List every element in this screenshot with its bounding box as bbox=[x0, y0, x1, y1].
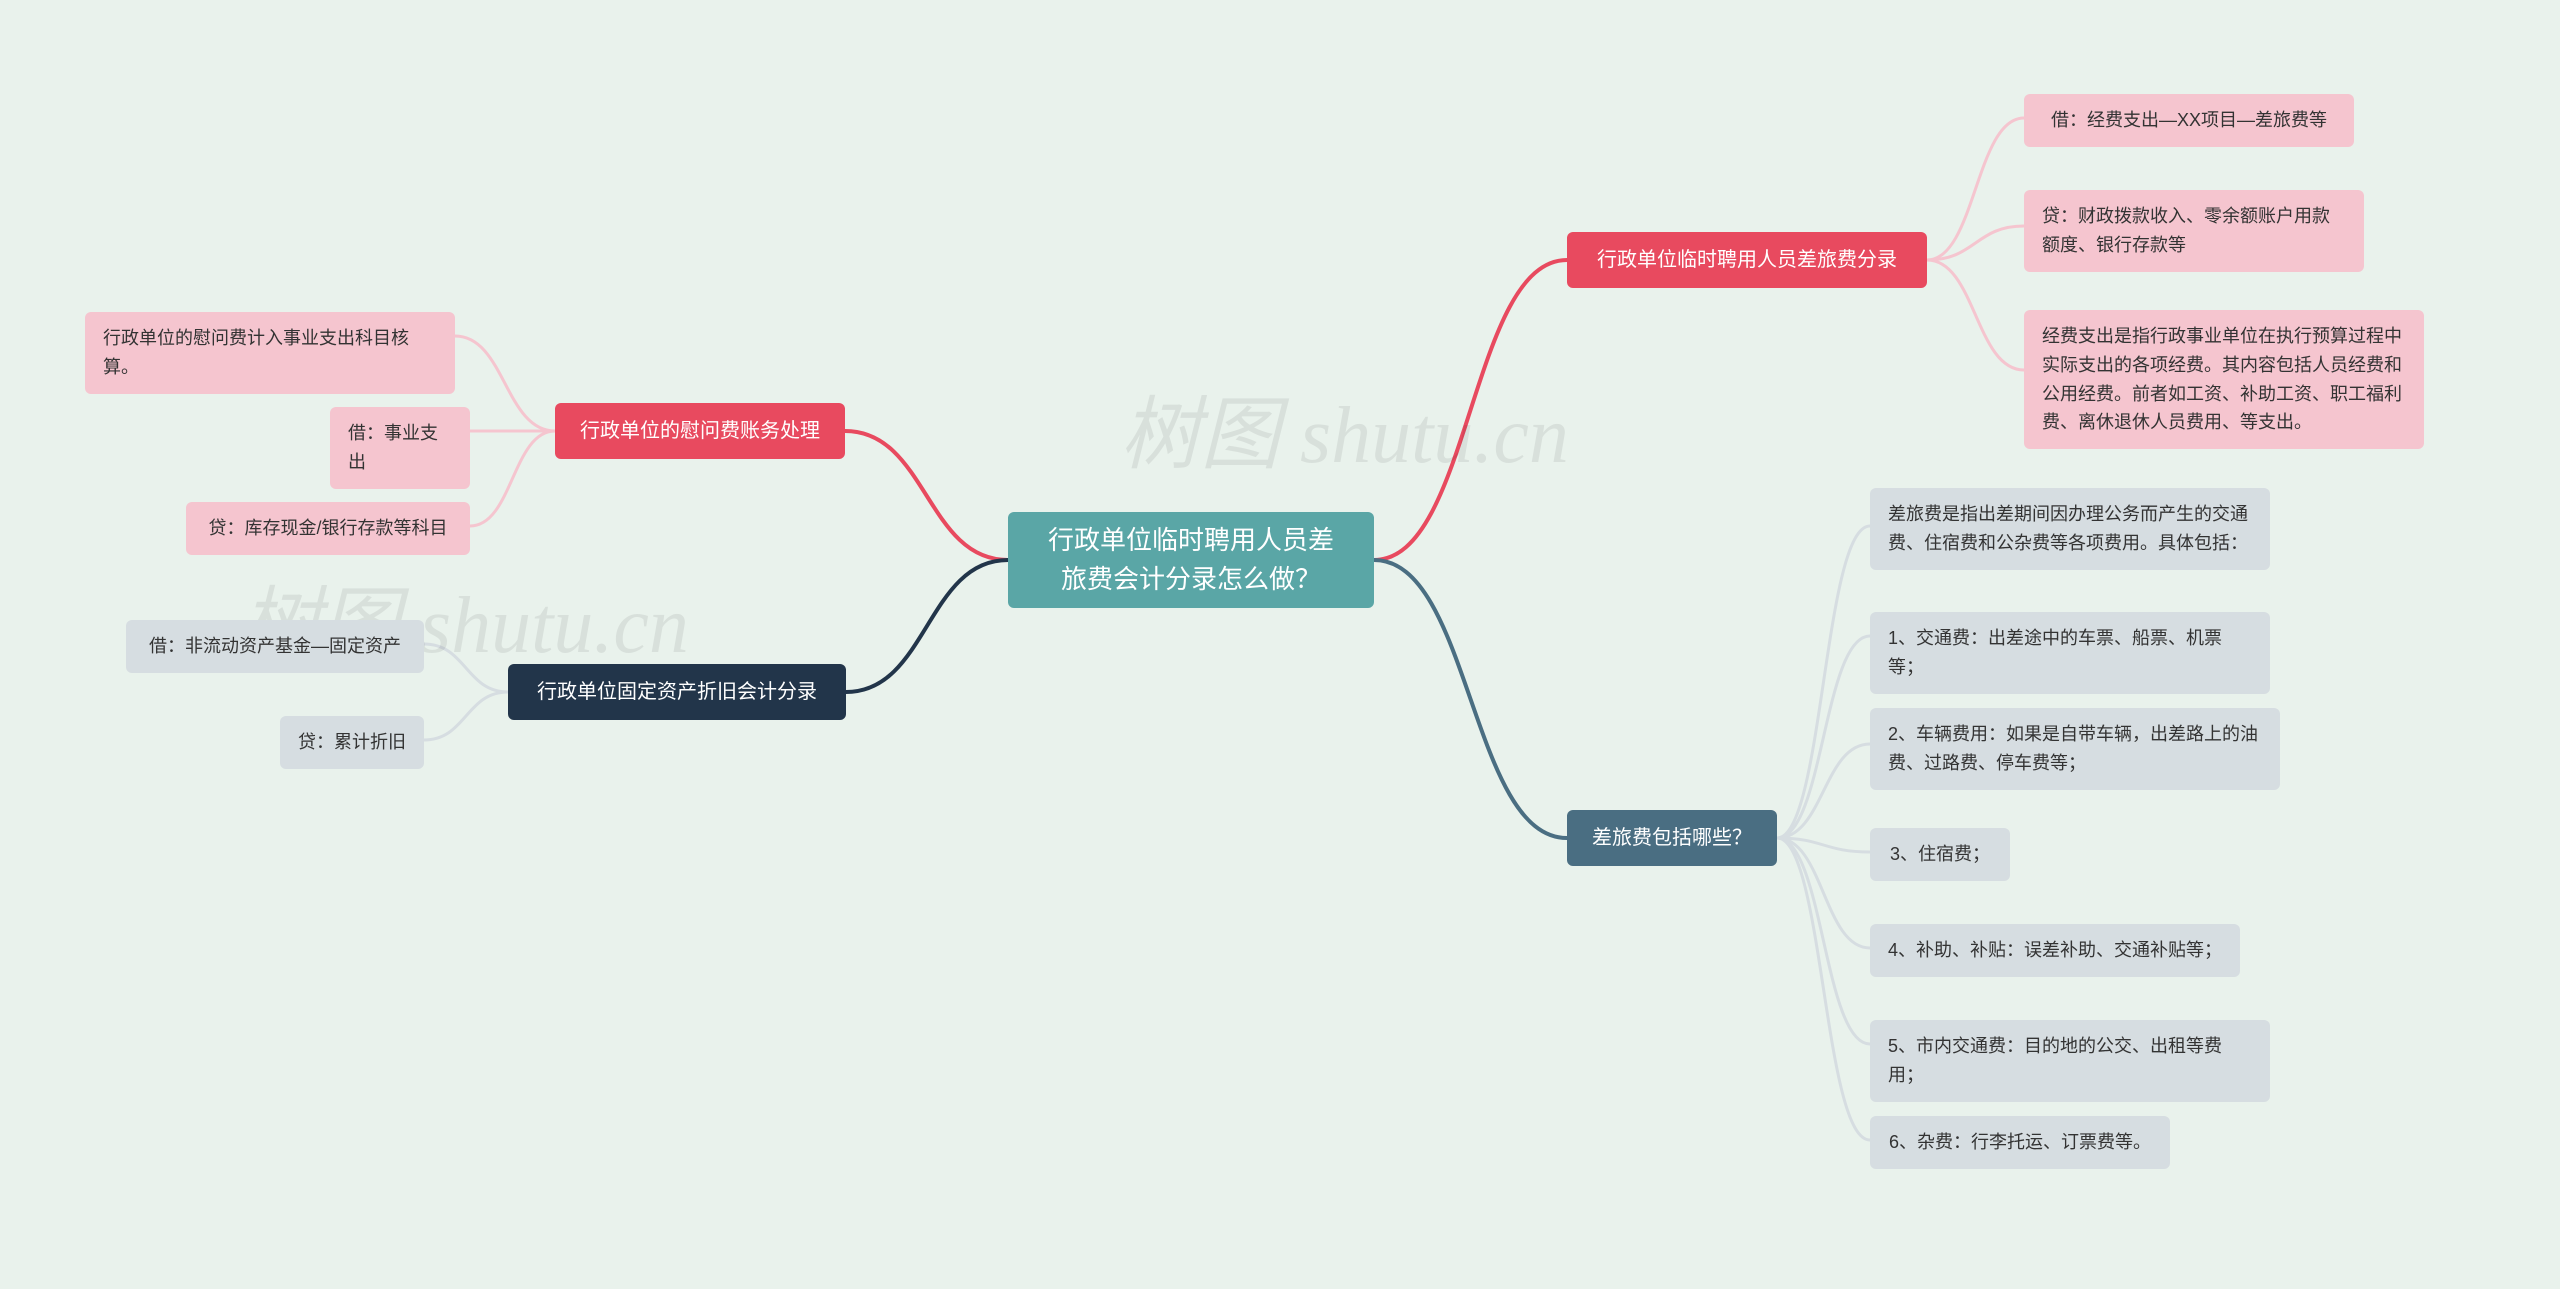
leaf-b2-6[interactable]: 6、杂费：行李托运、订票费等。 bbox=[1870, 1116, 2170, 1169]
leaf-b2-5[interactable]: 5、市内交通费：目的地的公交、出租等费用； bbox=[1870, 1020, 2270, 1102]
leaf-b1-1[interactable]: 贷：财政拨款收入、零余额账户用款额度、银行存款等 bbox=[2024, 190, 2364, 272]
leaf-b1-2[interactable]: 经费支出是指行政事业单位在执行预算过程中实际支出的各项经费。其内容包括人员经费和… bbox=[2024, 310, 2424, 449]
mindmap-canvas: 树图 shutu.cn 树图 shutu.cn 树图 Shutu 行政单位临时聘… bbox=[0, 0, 2560, 1289]
branch-travel-entry[interactable]: 行政单位临时聘用人员差旅费分录 bbox=[1567, 232, 1927, 288]
leaf-b3-1[interactable]: 借：事业支出 bbox=[330, 407, 470, 489]
leaf-b2-4[interactable]: 4、补助、补贴：误差补助、交通补贴等； bbox=[1870, 924, 2240, 977]
leaf-b3-0[interactable]: 行政单位的慰问费计入事业支出科目核算。 bbox=[85, 312, 455, 394]
leaf-b4-1[interactable]: 贷：累计折旧 bbox=[280, 716, 424, 769]
leaf-b2-0[interactable]: 差旅费是指出差期间因办理公务而产生的交通费、住宿费和公杂费等各项费用。具体包括： bbox=[1870, 488, 2270, 570]
watermark-2: 树图 shutu.cn bbox=[1120, 370, 1569, 486]
branch-consolation-fee[interactable]: 行政单位的慰问费账务处理 bbox=[555, 403, 845, 459]
leaf-b2-1[interactable]: 1、交通费：出差途中的车票、船票、机票等； bbox=[1870, 612, 2270, 694]
branch-fixed-asset[interactable]: 行政单位固定资产折旧会计分录 bbox=[508, 664, 846, 720]
leaf-b4-0[interactable]: 借：非流动资产基金—固定资产 bbox=[126, 620, 424, 673]
branch-travel-items[interactable]: 差旅费包括哪些？ bbox=[1567, 810, 1777, 866]
leaf-b1-0[interactable]: 借：经费支出—XX项目—差旅费等 bbox=[2024, 94, 2354, 147]
leaf-b3-2[interactable]: 贷：库存现金/银行存款等科目 bbox=[186, 502, 470, 555]
root-node[interactable]: 行政单位临时聘用人员差 旅费会计分录怎么做？ bbox=[1008, 512, 1374, 608]
leaf-b2-3[interactable]: 3、住宿费； bbox=[1870, 828, 2010, 881]
leaf-b2-2[interactable]: 2、车辆费用：如果是自带车辆，出差路上的油费、过路费、停车费等； bbox=[1870, 708, 2280, 790]
